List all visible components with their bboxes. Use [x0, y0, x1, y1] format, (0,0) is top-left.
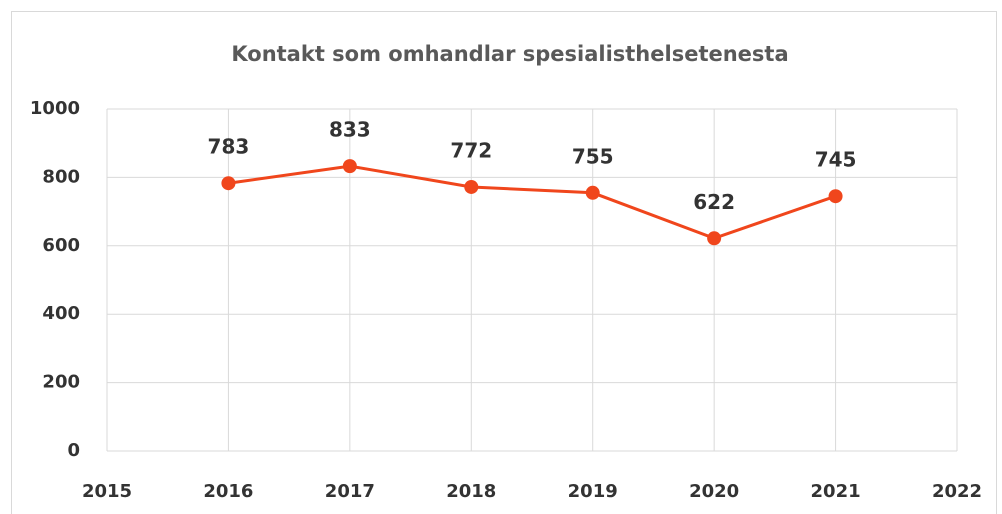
x-tick-label: 2021	[811, 481, 861, 502]
chart-border	[11, 11, 997, 514]
y-tick-label: 1000	[30, 98, 80, 119]
x-tick-label: 2015	[82, 481, 132, 502]
data-label: 622	[693, 190, 735, 214]
data-label: 833	[329, 118, 371, 142]
x-tick-label: 2022	[932, 481, 982, 502]
data-point	[221, 176, 236, 191]
y-tick-label: 200	[42, 372, 80, 393]
data-label: 783	[208, 135, 250, 159]
x-tick-label: 2019	[568, 481, 618, 502]
data-label: 772	[450, 138, 492, 162]
x-tick-label: 2020	[689, 481, 739, 502]
y-tick-label: 600	[42, 235, 80, 256]
data-point	[707, 231, 722, 246]
data-point	[585, 185, 600, 200]
chart-title: Kontakt som omhandlar spesialisthelseten…	[231, 42, 788, 66]
data-point	[828, 189, 843, 204]
data-point	[464, 179, 479, 194]
y-tick-label: 0	[67, 440, 80, 461]
data-label: 755	[572, 144, 614, 168]
data-label: 745	[815, 148, 857, 172]
data-point	[342, 159, 357, 174]
x-tick-label: 2016	[203, 481, 253, 502]
x-tick-label: 2017	[325, 481, 375, 502]
data-line	[228, 164, 837, 240]
x-tick-label: 2018	[446, 481, 496, 502]
y-tick-label: 400	[42, 303, 80, 324]
y-tick-label: 800	[42, 166, 80, 187]
